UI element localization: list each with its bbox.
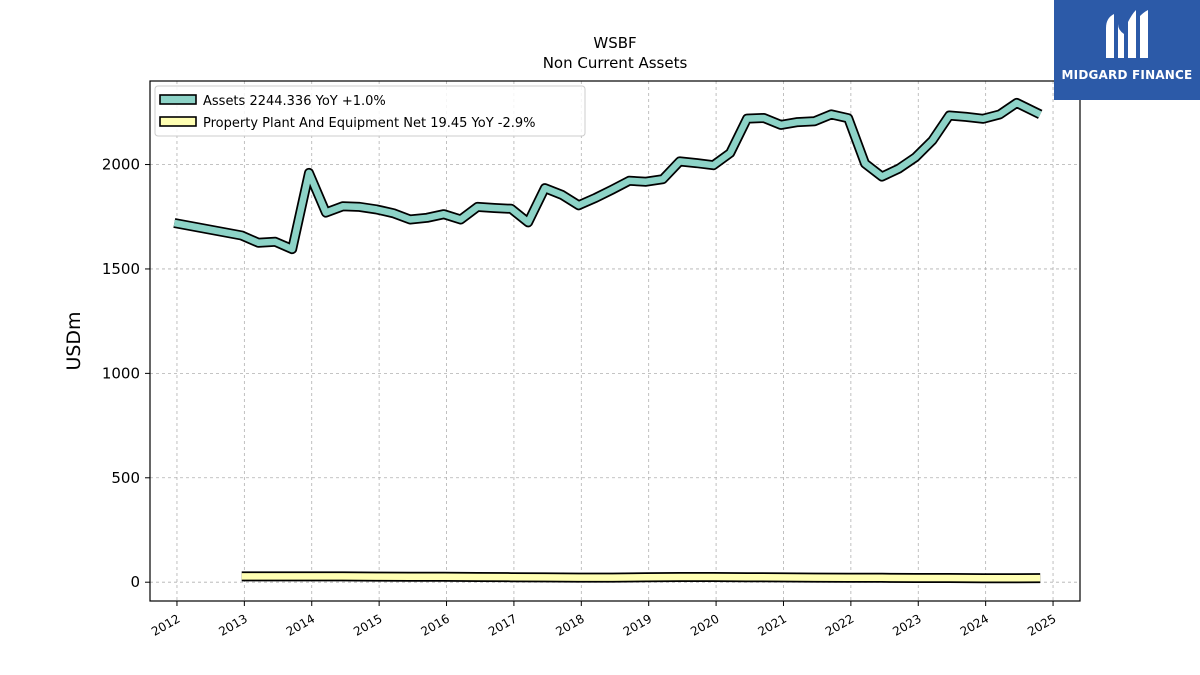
- x-tick-label: 2024: [958, 611, 991, 638]
- x-tick-label: 2018: [553, 611, 586, 638]
- x-tick-label: 2013: [216, 611, 249, 638]
- y-tick-label: 2000: [102, 156, 140, 174]
- x-tick-label: 2019: [621, 611, 654, 638]
- y-axis-ticks: 0 500 1000 1500 2000: [102, 156, 150, 591]
- x-tick-label: 2015: [351, 611, 384, 638]
- x-tick-label: 2014: [284, 611, 317, 638]
- y-tick-label: 500: [111, 469, 140, 487]
- legend-label-ppe: Property Plant And Equipment Net 19.45 Y…: [203, 116, 536, 131]
- x-axis-ticks: 2012 2013 2014 2015 2016 2017 2018 2019 2020 2021…: [149, 601, 1059, 639]
- series-layer: [173, 97, 1043, 584]
- legend: Assets 2244.336 YoY +1.0% Property Plant…: [154, 85, 586, 137]
- x-tick-label: 2025: [1025, 611, 1058, 638]
- x-tick-label: 2020: [688, 611, 721, 638]
- chart-subtitle: Non Current Assets: [543, 54, 688, 72]
- legend-swatch-ppe: [159, 116, 197, 127]
- series-line: [173, 99, 1042, 253]
- y-tick-label: 1000: [102, 364, 140, 382]
- x-tick-label: 2012: [149, 611, 182, 638]
- logo-mark-icon: [1106, 10, 1148, 58]
- legend-swatch-assets: [159, 94, 197, 105]
- chart-title: WSBF: [593, 34, 636, 52]
- x-tick-label: 2017: [486, 611, 519, 638]
- y-tick-label: 1500: [102, 260, 140, 278]
- legend-box: [154, 85, 586, 137]
- x-tick-label: 2021: [756, 611, 789, 638]
- y-tick-label: 0: [130, 573, 140, 591]
- x-tick-label: 2023: [890, 611, 923, 638]
- x-tick-label: 2016: [419, 611, 452, 638]
- brand-logo: MIDGARD FINANCE: [1054, 0, 1200, 100]
- legend-label-assets: Assets 2244.336 YoY +1.0%: [203, 94, 386, 109]
- x-tick-label: 2022: [823, 611, 856, 638]
- brand-name: MIDGARD FINANCE: [1061, 68, 1193, 82]
- plot-frame: [149, 80, 1081, 602]
- series-1: [241, 571, 1041, 584]
- grid: [150, 81, 1080, 601]
- series-0: [173, 97, 1043, 255]
- series-line: [241, 573, 1041, 582]
- y-axis-label: USDm: [63, 311, 85, 370]
